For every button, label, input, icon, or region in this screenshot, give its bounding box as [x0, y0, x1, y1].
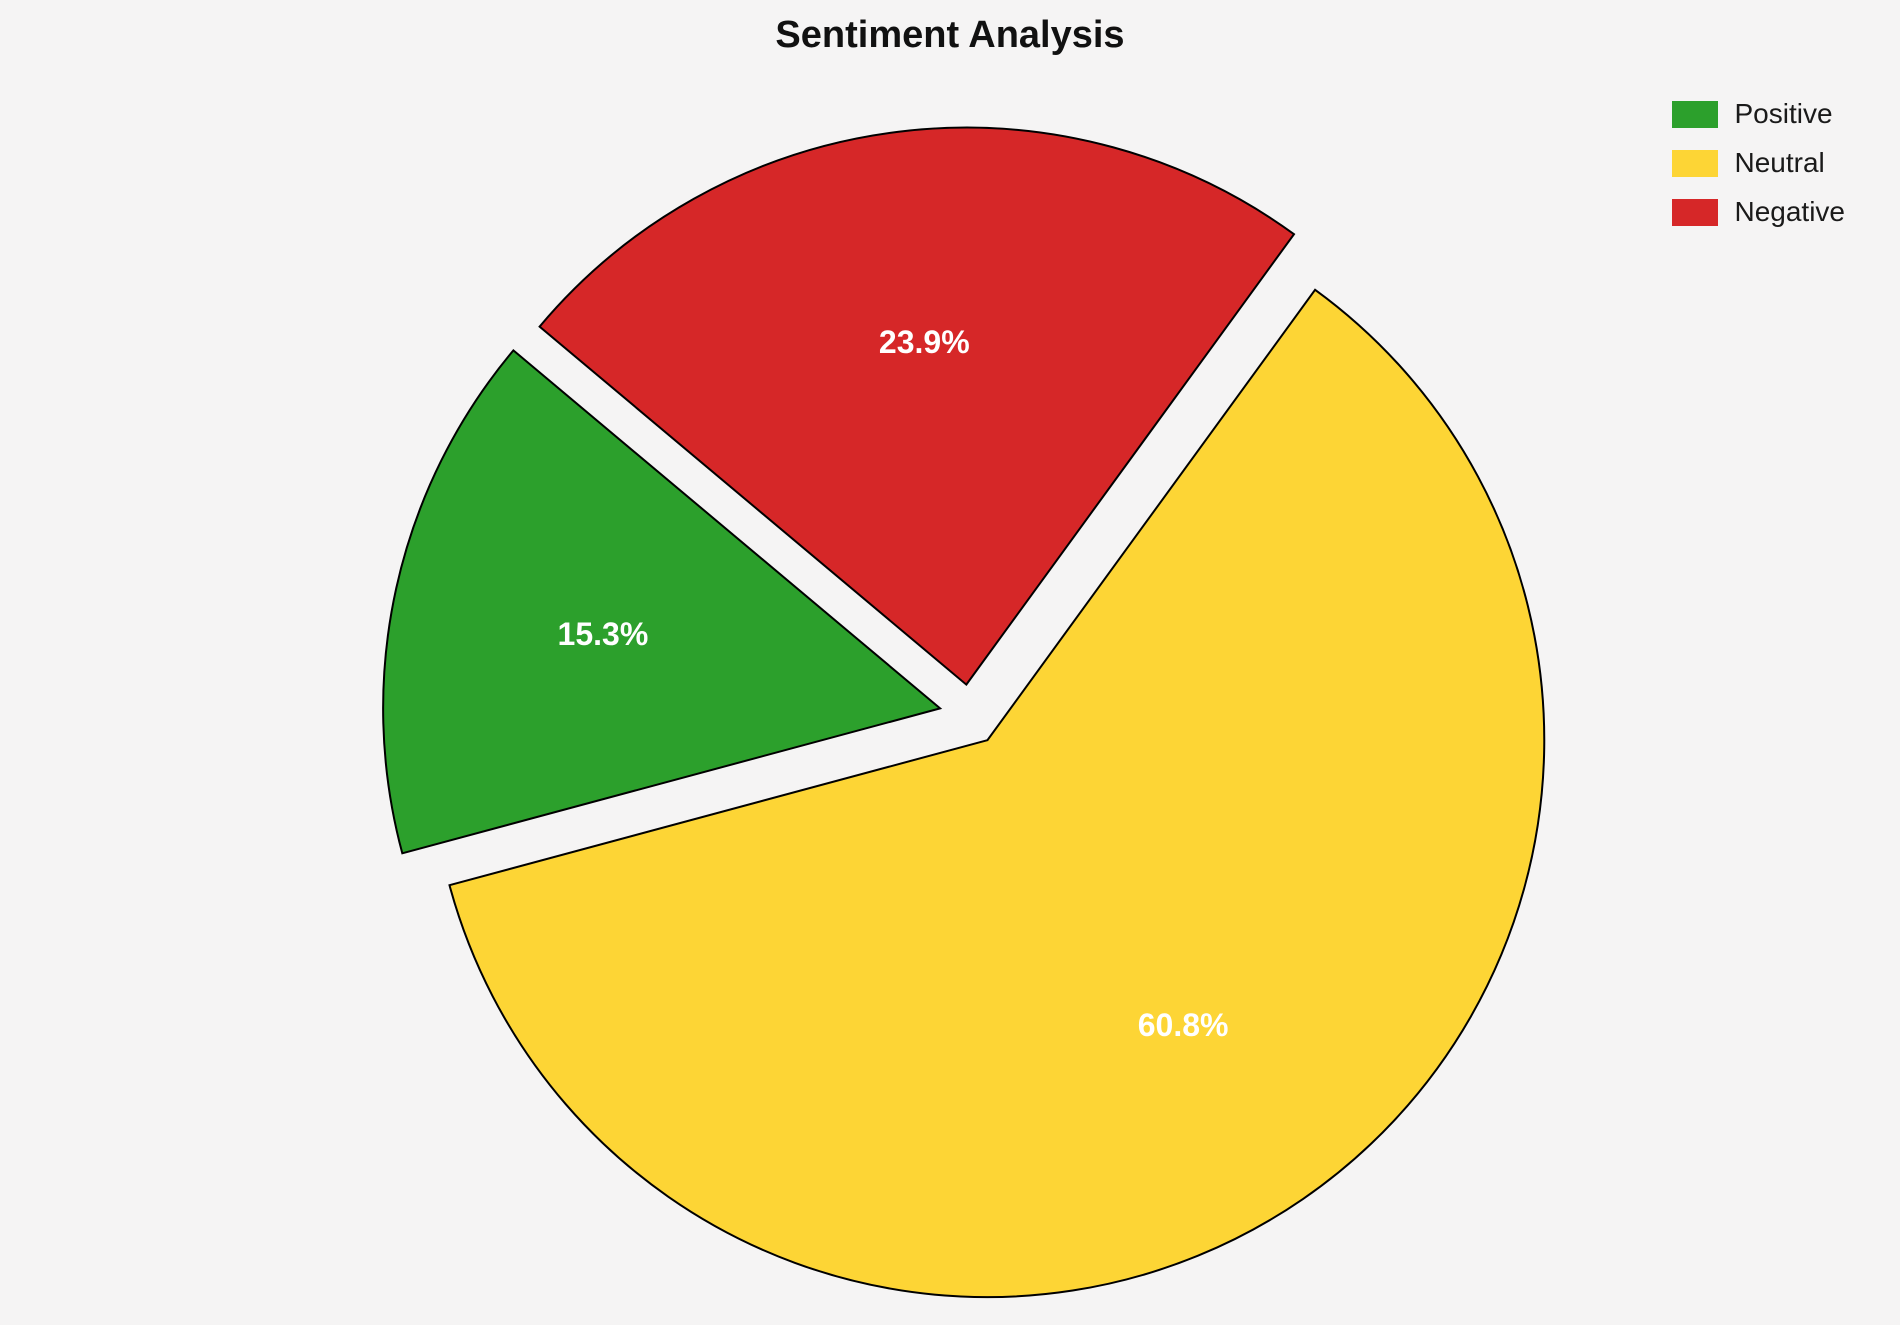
pie-slice-neutral	[448, 288, 1546, 1299]
pie-percent-label-neutral: 60.8%	[1138, 1007, 1229, 1043]
legend-label-positive: Positive	[1734, 98, 1833, 129]
legend-swatch-neutral	[1672, 149, 1719, 177]
legend-item-positive: Positive	[1672, 98, 1845, 130]
pie-percent-label-negative: 23.9%	[879, 324, 970, 360]
pie-percent-label-positive: 15.3%	[558, 616, 649, 652]
pie-slice-positive	[382, 348, 943, 855]
legend-item-negative: Negative	[1672, 196, 1845, 228]
pie-slice-negative	[538, 126, 1296, 687]
legend-label-negative: Negative	[1734, 196, 1845, 227]
legend-label-neutral: Neutral	[1734, 147, 1825, 178]
legend: Positive Neutral Negative	[1672, 98, 1845, 228]
chart-title: Sentiment Analysis	[775, 14, 1125, 56]
legend-item-neutral: Neutral	[1672, 147, 1845, 179]
legend-swatch-positive	[1672, 100, 1719, 128]
legend-swatch-negative	[1672, 198, 1719, 226]
